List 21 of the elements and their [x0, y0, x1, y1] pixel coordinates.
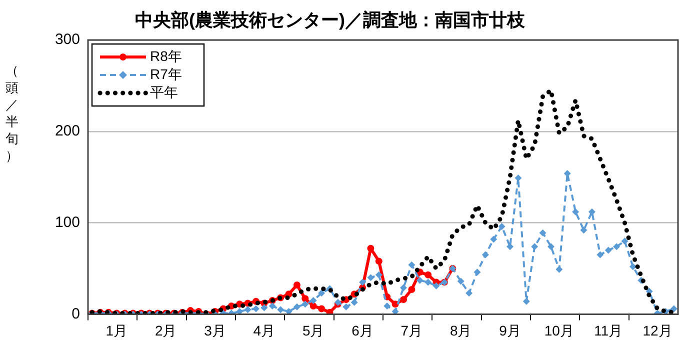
x-tick-label: 10月 — [544, 322, 574, 338]
x-tick-label: 9月 — [499, 322, 521, 338]
y-tick-label: 200 — [54, 122, 80, 140]
x-tick-label: 5月 — [302, 322, 324, 338]
x-tick-label: 1月 — [106, 322, 128, 338]
x-tick-label: 11月 — [594, 322, 623, 338]
x-tick-label: 12月 — [642, 322, 672, 338]
x-tick-label: 7月 — [400, 322, 423, 338]
chart-title: 中央部(農業技術センター)／調査地：南国市廿枝 — [134, 9, 526, 32]
y-tick-label: 300 — [54, 31, 80, 48]
x-tick-label: 8月 — [450, 322, 472, 338]
y-axis-title: （頭／半旬） — [4, 62, 20, 164]
x-tick-label: 2月 — [154, 322, 177, 338]
legend-label: R8年 — [150, 48, 182, 64]
y-tick-label: 0 — [72, 305, 80, 322]
x-tick-label: 3月 — [204, 322, 226, 338]
legend-label: R7年 — [150, 66, 182, 82]
x-tick-label: 4月 — [253, 322, 276, 338]
y-tick-label: 100 — [54, 214, 80, 231]
x-tick-label: 6月 — [352, 322, 374, 338]
legend-label: 平年 — [150, 84, 178, 100]
